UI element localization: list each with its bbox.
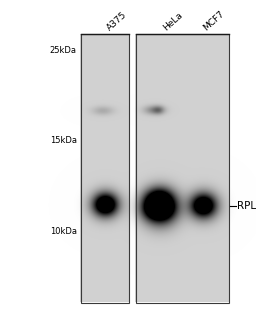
Text: RPL38: RPL38 [237, 201, 256, 211]
Bar [136, 34, 229, 303]
Bar [81, 34, 129, 303]
Text: 25kDa: 25kDa [50, 46, 77, 55]
Text: HeLa: HeLa [162, 10, 185, 32]
Text: 10kDa: 10kDa [50, 227, 77, 236]
Text: 15kDa: 15kDa [50, 136, 77, 145]
Text: A375: A375 [105, 10, 128, 32]
Text: MCF7: MCF7 [201, 9, 226, 32]
